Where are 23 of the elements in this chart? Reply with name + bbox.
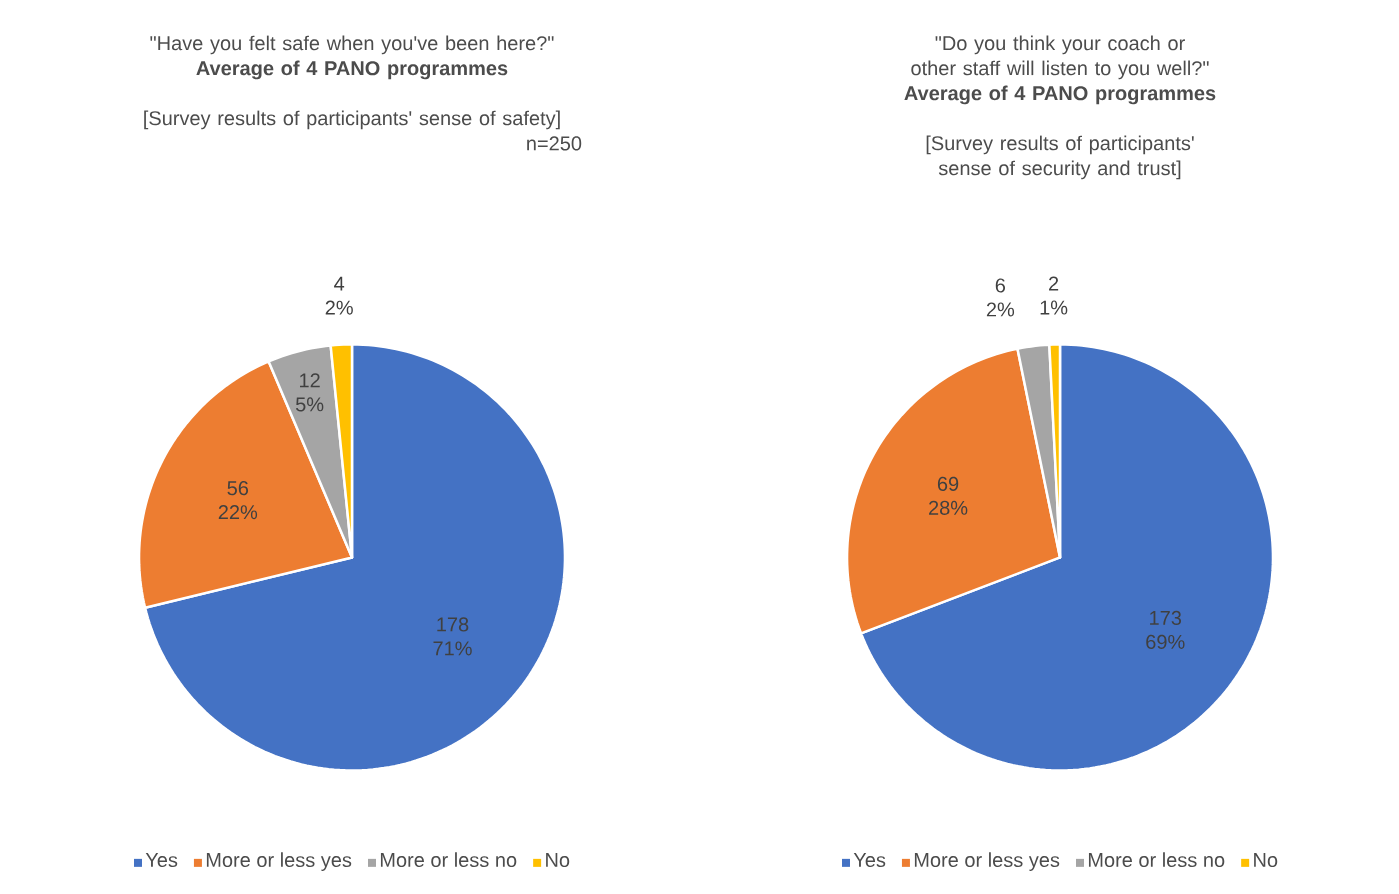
data-label: 56 22% — [218, 481, 258, 520]
text: [Survey results of participants' sense of security and trust] — [926, 135, 1194, 180]
chart-title: "Do you think your coach or other staff will listen to you well?" — [911, 35, 1209, 80]
data-label: 4 2% — [325, 276, 353, 315]
data-label: 178 71% — [433, 617, 472, 656]
legend-label: More or less yes — [206, 852, 352, 872]
legend-label: No — [546, 853, 570, 868]
data-label: 2 1% — [1040, 276, 1068, 315]
text: n=250 — [527, 136, 582, 151]
data-label: 173 69% — [1146, 610, 1185, 650]
legend-label: Yes — [145, 853, 178, 868]
chart-title: "Have you felt safe when you've been here?" — [150, 35, 554, 55]
legend-label: No — [1254, 853, 1278, 868]
chart-subtitle: Average of 4 PANO programmes — [196, 60, 508, 80]
data-label: 12 5% — [295, 373, 324, 412]
data-label: 69 28% — [929, 476, 968, 515]
legend-label: More or less no — [1088, 852, 1225, 868]
legend-label: More or less yes — [914, 852, 1060, 872]
legend-label: More or less no — [380, 852, 517, 868]
chart-subtitle: Average of 4 PANO programmes — [904, 85, 1216, 105]
legend-label: Yes — [853, 853, 886, 868]
text: [Survey results of participants' sense of safety] — [144, 110, 560, 130]
data-label: 6 2% — [986, 278, 1015, 317]
